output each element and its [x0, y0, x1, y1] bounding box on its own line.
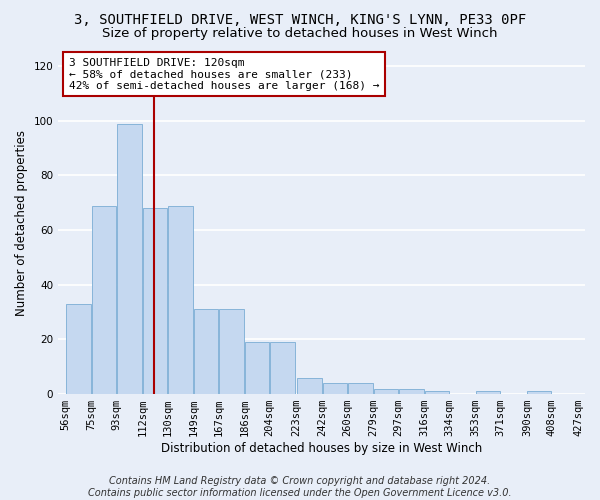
- Bar: [527, 392, 551, 394]
- Bar: [219, 310, 244, 394]
- X-axis label: Distribution of detached houses by size in West Winch: Distribution of detached houses by size …: [161, 442, 482, 455]
- Bar: [348, 383, 373, 394]
- Bar: [270, 342, 295, 394]
- Bar: [374, 388, 398, 394]
- Bar: [143, 208, 167, 394]
- Bar: [245, 342, 269, 394]
- Bar: [323, 383, 347, 394]
- Bar: [425, 392, 449, 394]
- Bar: [65, 304, 91, 394]
- Bar: [296, 378, 322, 394]
- Text: Contains HM Land Registry data © Crown copyright and database right 2024.
Contai: Contains HM Land Registry data © Crown c…: [88, 476, 512, 498]
- Text: 3 SOUTHFIELD DRIVE: 120sqm
← 58% of detached houses are smaller (233)
42% of sem: 3 SOUTHFIELD DRIVE: 120sqm ← 58% of deta…: [69, 58, 379, 91]
- Bar: [476, 392, 500, 394]
- Bar: [117, 124, 142, 394]
- Text: 3, SOUTHFIELD DRIVE, WEST WINCH, KING'S LYNN, PE33 0PF: 3, SOUTHFIELD DRIVE, WEST WINCH, KING'S …: [74, 12, 526, 26]
- Bar: [194, 310, 218, 394]
- Bar: [92, 206, 116, 394]
- Bar: [168, 206, 193, 394]
- Bar: [399, 388, 424, 394]
- Y-axis label: Number of detached properties: Number of detached properties: [15, 130, 28, 316]
- Text: Size of property relative to detached houses in West Winch: Size of property relative to detached ho…: [102, 28, 498, 40]
